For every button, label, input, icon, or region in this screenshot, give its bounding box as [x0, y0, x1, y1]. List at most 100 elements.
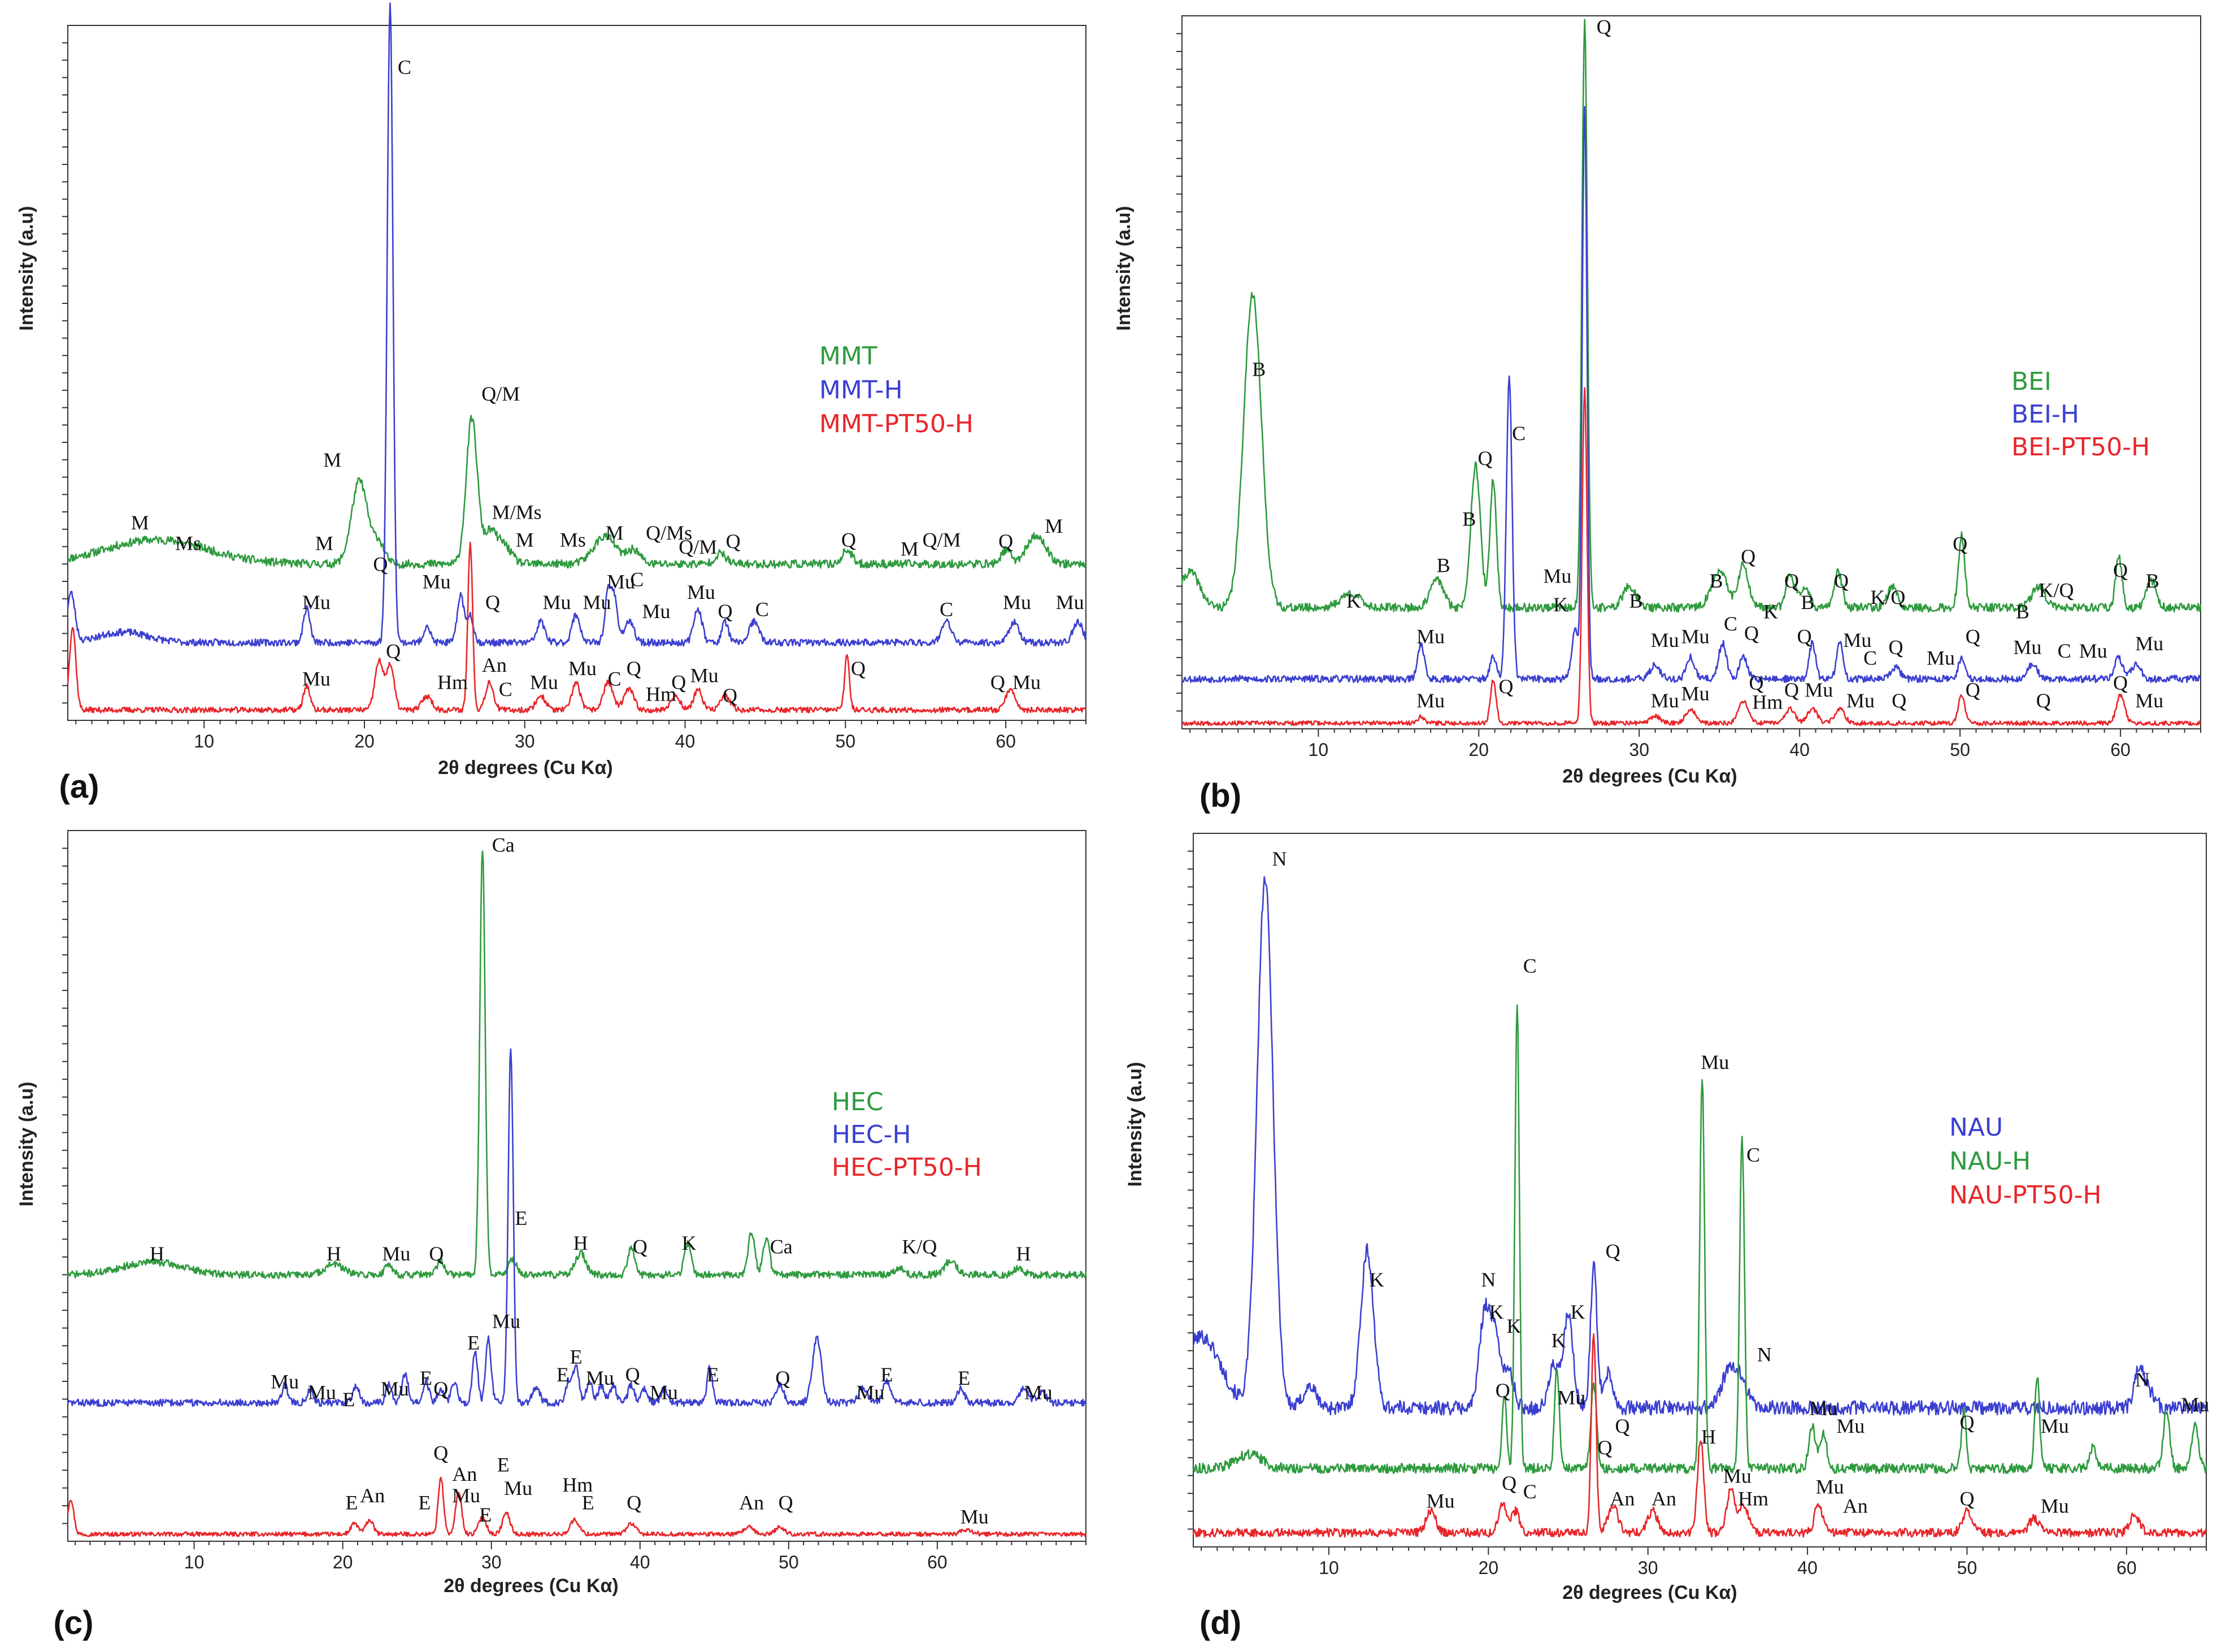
panel-c-peak-label: E — [582, 1491, 594, 1514]
panel-b-peak-label: Q — [2113, 672, 2128, 694]
panel-d-legend: NAU NAU-H NAU-PT50-H — [1949, 1113, 2101, 1210]
panel-a-legend-1: MMT-H — [819, 376, 903, 405]
panel-a-peak-label: M — [131, 511, 149, 534]
panel-d-peak-label: C — [1523, 1480, 1537, 1503]
panel-a-peak-label: Q — [726, 530, 741, 553]
panel-b-peak-label: Q — [1784, 569, 1799, 592]
panel-c-peak-label: E — [342, 1388, 355, 1411]
panel-c-peak-label: Mu — [381, 1377, 409, 1400]
panel-b-xtick-label: 50 — [1950, 740, 1970, 760]
panel-d-xtick-label: 60 — [2116, 1558, 2137, 1578]
panel-c-legend: HEC HEC-H HEC-PT50-H — [832, 1088, 982, 1182]
panel-a-xtick-label: 60 — [996, 731, 1016, 751]
panel-c-peak-label: E — [420, 1367, 432, 1389]
panel-a-peak-label: C — [499, 678, 512, 701]
panel-b-peak-label: K — [1553, 593, 1568, 616]
panel-a-peak-label: M — [1045, 515, 1063, 537]
panel-d-peak-label: Mu — [1701, 1051, 1729, 1073]
panel-d-peak-label: An — [1843, 1494, 1868, 1517]
panel-a-peak-label: Q — [718, 600, 732, 623]
panel-a-peak-label: Q — [851, 657, 866, 680]
panel-c-peak-label: E — [515, 1207, 527, 1229]
panel-c-peak-label: Mu — [857, 1381, 885, 1403]
panel-a-peak-label: Mu — [1012, 671, 1041, 694]
panel-b-peak-label: Mu — [1416, 625, 1445, 648]
panel-b-peak-label: B — [1710, 569, 1723, 592]
panel-b-peak-label: K — [1346, 589, 1361, 612]
panel-d-peak-label: K — [1570, 1301, 1585, 1323]
panel-a: Intensity (a.u) 2θ degrees (Cu Kα) (a) 1… — [16, 2, 1087, 805]
panel-d-label: (d) — [1199, 1605, 1241, 1641]
panel-d-peak-label: Mu — [1427, 1490, 1455, 1512]
panel-b-peak-label: B — [2016, 600, 2029, 623]
panel-b-peak-label: B — [1252, 358, 1266, 380]
panel-c-peak-label: Q — [627, 1491, 641, 1514]
panel-b-peak-label: Mu — [1681, 682, 1710, 705]
panel-b-peak-label: Mu — [2135, 689, 2163, 712]
panel-c-peak-label: Q — [633, 1236, 647, 1258]
panel-a-peak-label: M — [901, 537, 919, 560]
panel-c: Intensity (a.u) 2θ degrees (Cu Kα) (c) 1… — [16, 830, 1087, 1641]
panel-c-peak-label: Mu — [382, 1242, 410, 1265]
panel-c-peak-label: H — [327, 1242, 341, 1265]
panel-d-series-nau-pt50-h — [1192, 1333, 2207, 1538]
panel-b-peak-label: K/Q — [1870, 586, 1905, 608]
panel-b-peak-label: C — [2058, 640, 2071, 662]
panel-d-peak-label: Q — [1597, 1436, 1612, 1459]
panel-d-peak-label: Mu — [2041, 1494, 2069, 1517]
panel-b-peak-label: Q — [1966, 679, 1980, 701]
panel-c-peak-label: E — [479, 1503, 492, 1526]
panel-d-peak-label: Q — [1959, 1411, 1974, 1434]
panel-b-legend-2: BEI-PT50-H — [2011, 433, 2150, 462]
panel-c-peak-label: Mu — [271, 1371, 299, 1393]
panel-d-peak-label: Q — [1606, 1240, 1620, 1262]
panel-a-peak-label: Mu — [302, 668, 331, 690]
panel-a-peak-label: Q — [998, 530, 1013, 553]
panel-c-peak-label: Mu — [492, 1310, 520, 1333]
panel-a-peak-label: Hm — [646, 683, 676, 706]
panel-d-peak-label: Q — [1959, 1488, 1974, 1510]
panel-b-series-bei-pt50-h — [1181, 387, 2201, 726]
panel-d-peak-label: K — [1370, 1268, 1384, 1291]
panel-c-series-hec — [67, 850, 1087, 1279]
panel-a-series-mmt — [67, 415, 1087, 569]
panel-c-peak-label: An — [360, 1484, 385, 1507]
panel-a-peak-label: M — [606, 521, 624, 544]
panel-b-peak-label: Q — [1597, 16, 1611, 38]
panel-a-y-title: Intensity (a.u) — [16, 206, 37, 331]
panel-a-xtick-label: 40 — [675, 731, 696, 751]
panel-b-xtick-label: 30 — [1629, 740, 1649, 760]
panel-c-peak-label: Mu — [452, 1484, 480, 1507]
panel-b-legend-1: BEI-H — [2011, 400, 2079, 429]
panel-c-peak-label: Mu — [960, 1506, 989, 1528]
panel-c-peak-label: E — [497, 1454, 510, 1476]
panel-d-legend-1: NAU-H — [1949, 1147, 2031, 1176]
panel-a-peak-label: Q/M — [481, 382, 520, 405]
panel-d-peak-label: Q — [1502, 1472, 1516, 1494]
panel-c-series-hec-h — [67, 1048, 1087, 1407]
panel-d-peak-label: An — [1610, 1488, 1635, 1510]
panel-c-peak-label: Mu — [586, 1367, 614, 1389]
panel-b-peak-label: C — [1724, 612, 1737, 635]
panel-c-peak-label: An — [739, 1491, 764, 1514]
panel-c-xtick-label: 20 — [333, 1552, 353, 1572]
panel-a-x-title: 2θ degrees (Cu Kα) — [438, 757, 612, 779]
panel-c-peak-label: Mu — [1024, 1381, 1053, 1403]
panel-b-peak-label: Mu — [1927, 646, 1955, 669]
panel-c-peak-label: Hm — [562, 1473, 593, 1496]
panel-a-peak-label: Mu — [583, 591, 611, 614]
panel-c-peak-label: H — [573, 1232, 588, 1254]
panel-c-peak-label: Mu — [650, 1381, 678, 1403]
panel-a-peak-label: Mu — [302, 591, 331, 614]
panel-c-peak-label: Q — [433, 1441, 448, 1464]
panel-a-peak-label: Q — [373, 553, 388, 576]
panel-b-peak-label: Mu — [2079, 640, 2107, 662]
panel-a-peak-label: Q — [841, 529, 856, 551]
panel-c-legend-0: HEC — [832, 1088, 884, 1116]
panel-d-peak-label: Q — [1496, 1379, 1510, 1402]
panel-d-xtick-label: 40 — [1797, 1558, 1818, 1578]
panel-b-peak-label: Mu — [1651, 689, 1679, 712]
panel-b-peak-label: Mu — [1416, 689, 1445, 712]
